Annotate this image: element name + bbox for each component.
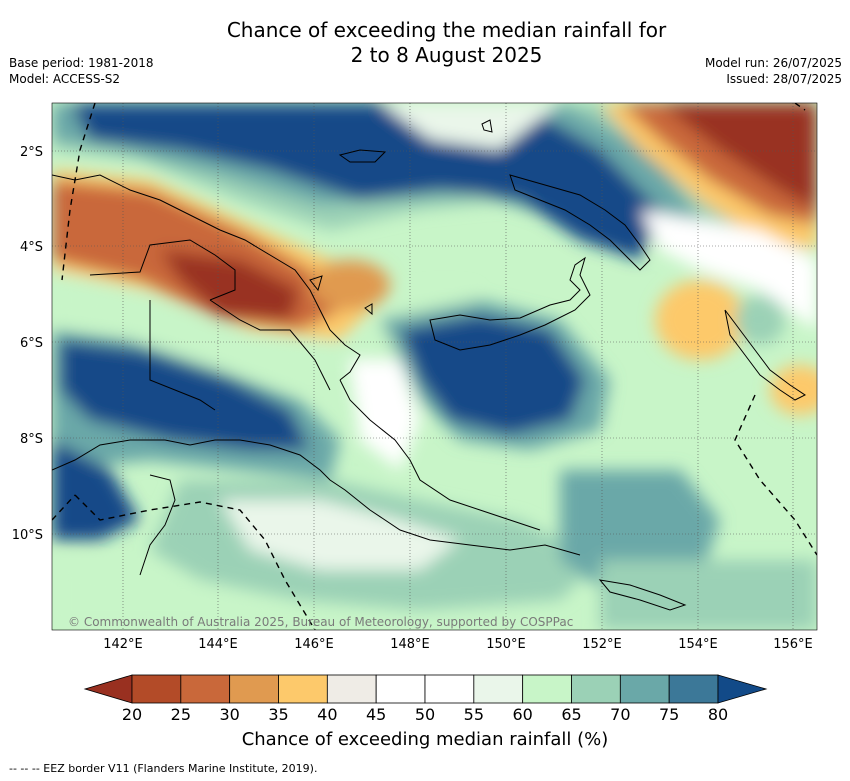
- lon-axis: 142°E 144°E 146°E 148°E 150°E 152°E 154°…: [103, 637, 813, 652]
- coast-karkar: [309, 275, 323, 292]
- coast-manus: [338, 149, 387, 163]
- colorbar-segment: [326, 674, 377, 704]
- colorbar-segment: [571, 674, 621, 704]
- field-central-orange: [310, 260, 390, 310]
- field-sw-green: [52, 560, 280, 630]
- field-sw-blue-2: [52, 440, 140, 540]
- title-line-1: Chance of exceeding the median rainfall …: [226, 18, 667, 42]
- field-blue-north: [70, 103, 660, 260]
- coast-cape-york: [139, 474, 176, 576]
- eez-ne: [794, 103, 806, 111]
- colorbar-tick-label: 75: [659, 705, 679, 724]
- coast-island-1: [481, 119, 493, 133]
- colorbar-tick-label: 70: [610, 705, 630, 724]
- colorbar-segment: [278, 674, 328, 704]
- colorbar-tick-label: 20: [122, 705, 142, 724]
- field-west-brown: [160, 250, 300, 320]
- colorbar-segment: [619, 674, 670, 704]
- coast-bougainville: [724, 309, 806, 401]
- lon-label: 142°E: [103, 637, 143, 652]
- border-3: [209, 299, 331, 391]
- eez-west-north: [61, 103, 96, 281]
- title-line-2: 2 to 8 August 2025: [350, 43, 543, 67]
- coast-south-png: [52, 439, 581, 556]
- colorbar-segment: [522, 674, 572, 704]
- lon-label: 148°E: [390, 637, 430, 652]
- lat-label: 2°S: [20, 145, 43, 160]
- issued-date: Issued: 28/07/2025: [726, 72, 842, 86]
- colorbar-tick-label: 45: [366, 705, 386, 724]
- border-2: [149, 300, 216, 411]
- lat-label: 4°S: [20, 240, 43, 255]
- colorbar-segment: [180, 674, 231, 704]
- lat-label: 6°S: [20, 336, 43, 351]
- eez-borders: [52, 103, 817, 630]
- field-south-light: [220, 500, 460, 570]
- colorbar-tick-label: 65: [561, 705, 581, 724]
- coastlines: [52, 119, 806, 611]
- base-period: Base period: 1981-2018: [9, 56, 154, 70]
- field-white-channel: [350, 360, 420, 470]
- border-1: [89, 239, 236, 301]
- colorbar-extend-low: [83, 674, 133, 704]
- lon-label: 150°E: [486, 637, 526, 652]
- coast-new-britain: [429, 256, 591, 351]
- coast-rossel: [598, 579, 687, 611]
- lon-label: 152°E: [582, 637, 622, 652]
- lon-label: 156°E: [773, 637, 813, 652]
- coast-north-png: [52, 174, 361, 381]
- eez-south-west: [52, 494, 76, 521]
- field-east-yellow: [655, 280, 745, 360]
- colorbar-segment: [668, 674, 719, 704]
- colorbar-segment: [131, 674, 182, 704]
- meta-right: Model run: 26/07/2025 Issued: 28/07/2025: [705, 55, 842, 87]
- model-run: Model run: 26/07/2025: [704, 56, 842, 70]
- lon-label: 146°E: [294, 637, 334, 652]
- colorbar-tick-label: 40: [317, 705, 337, 724]
- map-frame: [51, 102, 818, 631]
- copyright-text: © Commonwealth of Australia 2025, Bureau…: [68, 615, 573, 629]
- colorbar-tick-label: 35: [268, 705, 288, 724]
- field-ne-white: [640, 210, 817, 330]
- eez-south: [74, 494, 316, 630]
- field-east-teal: [735, 295, 785, 345]
- lat-axis: 2°S 4°S 6°S 8°S 10°S: [12, 145, 43, 543]
- field-se-teal-2: [600, 560, 817, 630]
- colorbar-segment: [375, 674, 426, 704]
- footer-legend: -- -- -- EEZ border V11 (Flanders Marine…: [9, 762, 318, 775]
- model-name: Model: ACCESS-S2: [9, 72, 121, 86]
- colorbar: 20 25 30 35 40 45 50 55 60 65 70 75 80: [83, 674, 768, 724]
- colorbar-tick-label: 60: [512, 705, 532, 724]
- lat-label: 8°S: [20, 432, 43, 447]
- colorbar-segment: [473, 674, 524, 704]
- rainfall-field: © Commonwealth of Australia 2025, Bureau…: [52, 103, 817, 630]
- field-ne-brown: [660, 103, 817, 210]
- coast-east-png: [339, 379, 541, 531]
- colorbar-tick-label: 55: [464, 705, 484, 724]
- coast-long-island: [364, 303, 373, 316]
- colorbar-tick-label: 30: [219, 705, 239, 724]
- field-east-yellow-2: [770, 365, 817, 415]
- coast-new-ireland: [509, 174, 651, 271]
- colorbar-tick-label: 25: [171, 705, 191, 724]
- lon-label: 154°E: [678, 637, 718, 652]
- colorbar-label: Chance of exceeding median rainfall (%): [241, 729, 609, 750]
- graticule: [52, 103, 817, 630]
- province-borders: [89, 239, 331, 411]
- meta-left: Base period: 1981-2018 Model: ACCESS-S2: [9, 55, 154, 87]
- colorbar-tick-label: 80: [708, 705, 728, 724]
- field-light-north: [380, 103, 560, 150]
- colorbar-segment: [424, 674, 475, 704]
- colorbar-extend-high: [717, 674, 768, 704]
- colorbar-segment: [229, 674, 279, 704]
- lat-label: 10°S: [12, 528, 43, 543]
- field-sw-blue: [60, 340, 310, 450]
- colorbar-tick-label: 50: [415, 705, 435, 724]
- chart-title: Chance of exceeding the median rainfall …: [0, 18, 850, 68]
- lon-label: 144°E: [198, 637, 238, 652]
